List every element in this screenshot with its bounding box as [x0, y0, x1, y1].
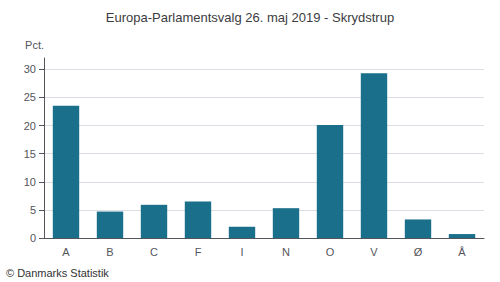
- svg-text:I: I: [240, 246, 243, 258]
- svg-text:0: 0: [30, 232, 36, 244]
- svg-text:30: 30: [24, 63, 36, 75]
- svg-text:25: 25: [24, 91, 36, 103]
- svg-text:V: V: [370, 246, 378, 258]
- svg-text:C: C: [150, 246, 158, 258]
- svg-text:Ø: Ø: [414, 246, 423, 258]
- svg-text:20: 20: [24, 120, 36, 132]
- svg-text:N: N: [282, 246, 290, 258]
- svg-text:Pct.: Pct.: [25, 39, 44, 51]
- svg-text:10: 10: [24, 176, 36, 188]
- svg-text:Europa-Parlamentsvalg 26. maj: Europa-Parlamentsvalg 26. maj 2019 - Skr…: [106, 10, 394, 25]
- svg-text:Å: Å: [458, 246, 466, 258]
- svg-text:B: B: [106, 246, 113, 258]
- svg-text:F: F: [195, 246, 202, 258]
- svg-text:A: A: [62, 246, 70, 258]
- svg-text:O: O: [326, 246, 335, 258]
- svg-text:15: 15: [24, 148, 36, 160]
- svg-text:© Danmarks Statistik: © Danmarks Statistik: [6, 267, 109, 279]
- svg-text:5: 5: [30, 204, 36, 216]
